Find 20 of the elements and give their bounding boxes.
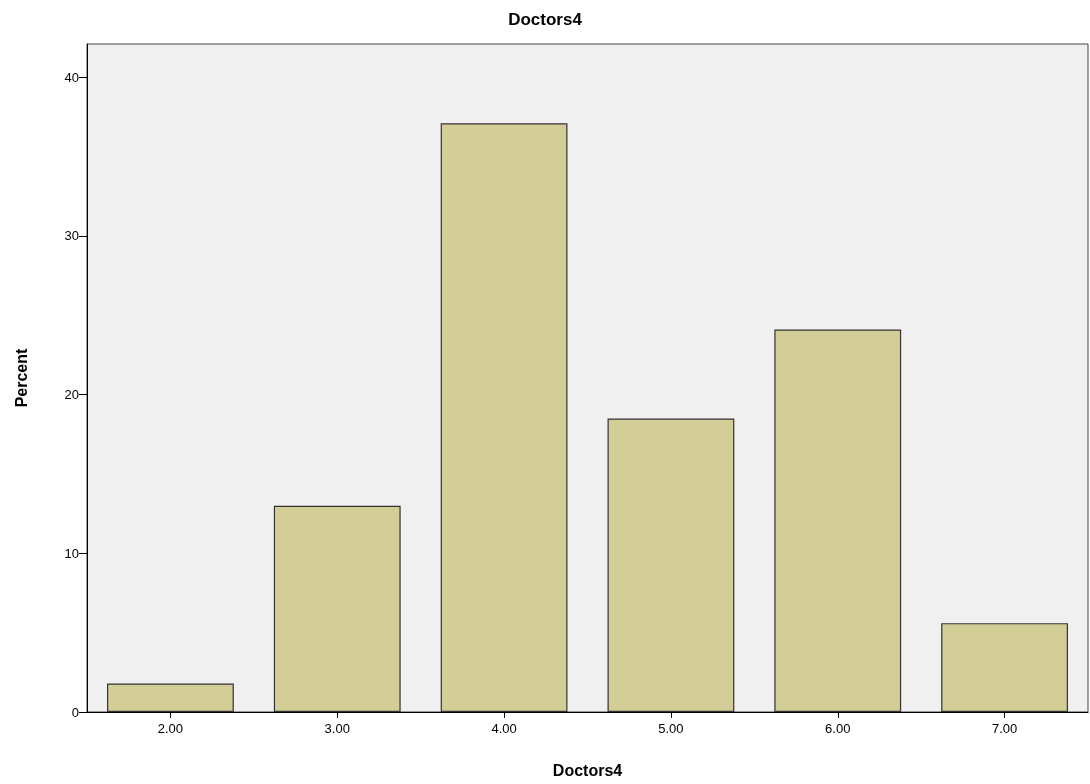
y-tick-label: 30 bbox=[64, 228, 79, 244]
x-tick-label: 7.00 bbox=[991, 721, 1018, 736]
y-tick-label: 20 bbox=[64, 387, 79, 403]
bar bbox=[941, 623, 1068, 712]
y-axis-title: Percent bbox=[12, 347, 30, 408]
y-tick-label: 0 bbox=[71, 704, 79, 720]
x-tick-label: 3.00 bbox=[324, 721, 350, 736]
y-tick-label: 10 bbox=[64, 545, 79, 561]
x-tick-label: 2.00 bbox=[157, 721, 184, 736]
x-tick-label: 4.00 bbox=[491, 721, 517, 736]
bar bbox=[774, 329, 902, 712]
x-axis-title: Doctors4 bbox=[552, 761, 623, 779]
bar bbox=[607, 418, 735, 712]
y-tick-label: 40 bbox=[64, 69, 79, 85]
bar bbox=[440, 123, 568, 712]
chart-title: Doctors4 bbox=[508, 10, 583, 29]
x-tick-label: 6.00 bbox=[825, 721, 851, 736]
x-tick-label: 5.00 bbox=[658, 721, 684, 736]
bar bbox=[273, 505, 401, 712]
bar bbox=[107, 683, 234, 712]
